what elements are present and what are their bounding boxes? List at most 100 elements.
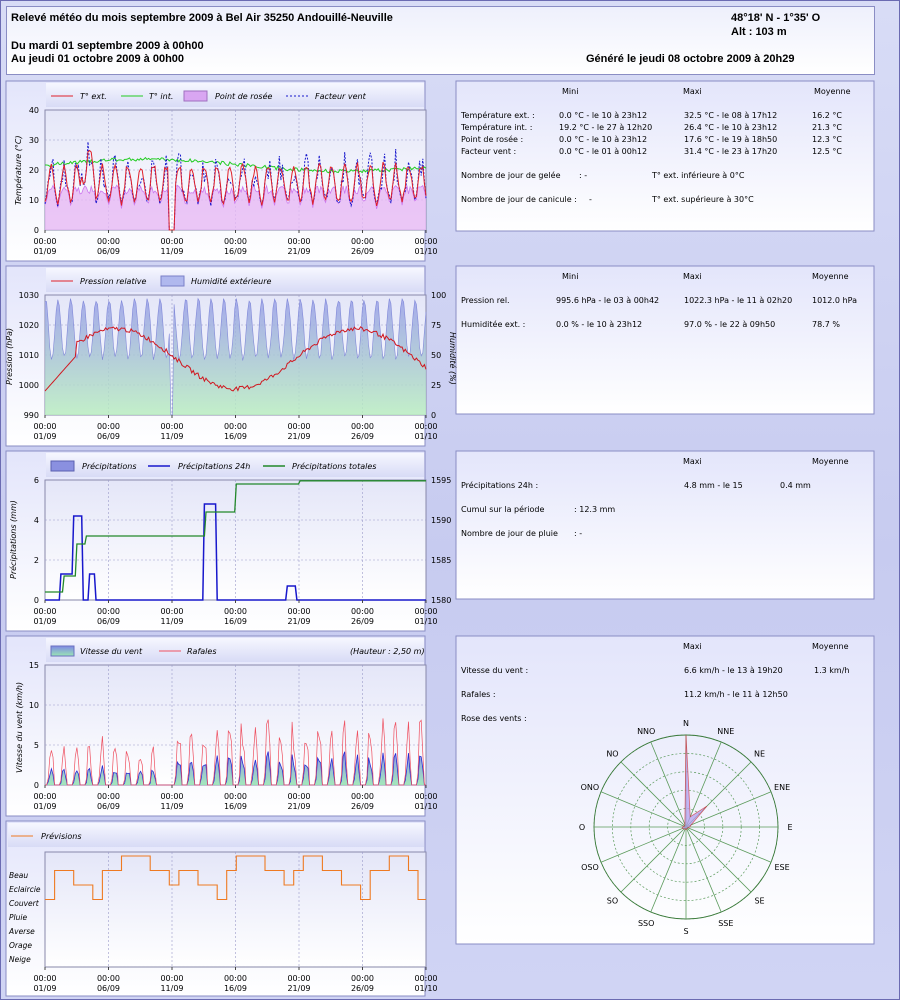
rose-spoke: [650, 826, 687, 913]
wind-y-axis-title: Vitesse du vent (km/h): [15, 682, 24, 773]
rose-direction-label: ESE: [774, 863, 789, 872]
rose-direction-label: SSO: [638, 919, 654, 928]
legend-rain-24h: Précipitations 24h: [178, 461, 250, 471]
rose-direction-label: OSO: [581, 863, 599, 872]
humidity-y-tick: 0: [431, 411, 436, 420]
pressure-line: [44, 326, 427, 392]
altitude: Alt : 103 m: [731, 26, 787, 38]
legend-rain-total: Précipitations totales: [292, 461, 376, 471]
wind-x-tick-date: 16/09: [224, 802, 247, 811]
rain-x-tick-date: 11/09: [160, 617, 183, 626]
temp-x-tick-date: 01/10: [414, 247, 437, 256]
rose-direction-label: O: [579, 823, 585, 832]
period-end: Au jeudi 01 octobre 2009 à 00h00: [11, 53, 185, 65]
rose-direction-label: E: [787, 823, 792, 832]
press-x-tick-time: 00:00: [33, 422, 56, 431]
fc-x-tick-date: 26/09: [351, 984, 374, 993]
temp-y-axis-title: Température (°C): [13, 135, 23, 205]
rose-spoke: [685, 791, 772, 828]
rain-x-tick-date: 26/09: [351, 617, 374, 626]
press-x-tick-date: 11/09: [160, 432, 183, 441]
wind-x-tick-time: 00:00: [224, 792, 247, 801]
rain-total-y-tick: 1580: [431, 596, 451, 605]
press-x-tick-date: 21/09: [287, 432, 310, 441]
wind-y-tick: 5: [34, 741, 39, 750]
pressure-y-tick: 990: [24, 411, 39, 420]
fc-x-tick-date: 01/10: [414, 984, 437, 993]
temp-y-tick: 30: [29, 136, 39, 145]
rain-y-tick: 4: [34, 516, 39, 525]
dew-point-label: Point de rosée :: [461, 135, 524, 144]
wind-x-tick-time: 00:00: [287, 792, 310, 801]
temp-x-tick-time: 00:00: [351, 237, 374, 246]
legend-temp-int: T° int.: [149, 92, 173, 101]
wind-speed-area: [45, 751, 426, 785]
rain-y-axis-title: Précipitations (mm): [8, 500, 18, 579]
rose-direction-label: SE: [754, 897, 764, 906]
press-x-tick-time: 00:00: [160, 422, 183, 431]
fc-x-tick-time: 00:00: [287, 974, 310, 983]
fc-x-tick-time: 00:00: [97, 974, 120, 983]
legend-wind-speed: Vitesse du vent: [80, 647, 143, 656]
rain-total-y-tick: 1590: [431, 516, 451, 525]
temp-x-tick-time: 00:00: [97, 237, 120, 246]
fc-x-tick-date: 21/09: [287, 984, 310, 993]
fc-x-tick-time: 00:00: [160, 974, 183, 983]
wind-x-tick-date: 06/09: [97, 802, 120, 811]
heatwave-days-label: Nombre de jour de canicule :: [461, 195, 577, 204]
wind-x-tick-date: 01/10: [414, 802, 437, 811]
rain-x-tick-date: 01/10: [414, 617, 437, 626]
rain-x-tick-time: 00:00: [33, 607, 56, 616]
rain-x-tick-time: 00:00: [351, 607, 374, 616]
legend-humidity: Humidité extérieure: [191, 276, 272, 286]
temp-x-tick-date: 26/09: [351, 247, 374, 256]
press-x-tick-date: 26/09: [351, 432, 374, 441]
rain-total-line: [45, 480, 426, 593]
forecast-level-label: Beau: [9, 871, 28, 880]
pressure-y-tick: 1000: [19, 381, 39, 390]
rain-x-tick-time: 00:00: [224, 607, 247, 616]
wind-x-tick-date: 26/09: [351, 802, 374, 811]
humidity-y-tick: 100: [431, 291, 446, 300]
fc-x-tick-date: 06/09: [97, 984, 120, 993]
rain-x-tick-date: 21/09: [287, 617, 310, 626]
fc-x-tick-date: 11/09: [160, 984, 183, 993]
humidity-y-tick: 50: [431, 351, 441, 360]
rain-x-tick-date: 01/09: [33, 617, 56, 626]
report-header: Relevé météo du mois septembre 2009 à Be…: [6, 6, 875, 75]
temp-ext-line: [44, 149, 427, 231]
period-start: Du mardi 01 septembre 2009 à 00h00: [11, 40, 204, 52]
press-x-tick-date: 01/10: [414, 432, 437, 441]
forecast-level-label: Pluie: [9, 913, 27, 922]
pressure-y-tick: 1010: [19, 351, 39, 360]
press-x-tick-time: 00:00: [97, 422, 120, 431]
press-x-tick-time: 00:00: [351, 422, 374, 431]
rose-spoke: [650, 741, 687, 828]
rose-spoke: [600, 826, 687, 863]
humidity-y-axis-title: Humidité (%): [448, 332, 458, 385]
forecast-level-label: Averse: [8, 927, 35, 936]
pressure-y-tick: 1030: [19, 291, 39, 300]
temp-int-line: [45, 156, 427, 174]
temp-x-tick-date: 11/09: [160, 247, 183, 256]
wind-rose: N NNE NE ENE E ESE SE SSE S SSO SO OSO O ONO NO NNO: [579, 719, 793, 936]
wind-x-tick-time: 00:00: [33, 792, 56, 801]
rain-x-tick-time: 00:00: [414, 607, 437, 616]
rose-spoke: [620, 826, 687, 893]
forecast-level-label: Neige: [9, 955, 31, 964]
legend-pressure: Pression relative: [80, 277, 147, 286]
temp-x-tick-time: 00:00: [160, 237, 183, 246]
generated-date: Généré le jeudi 08 octobre 2009 à 20h29: [586, 53, 795, 65]
pressure-y-tick: 1020: [19, 321, 39, 330]
temp-int-label: Température int. :: [461, 123, 533, 132]
wind-chill-label: Facteur vent :: [461, 147, 517, 156]
rain-total-y-tick: 1585: [431, 556, 451, 565]
fc-x-tick-time: 00:00: [33, 974, 56, 983]
rain-y-tick: 0: [34, 596, 39, 605]
wind-x-tick-date: 21/09: [287, 802, 310, 811]
rose-direction-label: NO: [606, 749, 618, 758]
fc-x-tick-time: 00:00: [351, 974, 374, 983]
coordinates: 48°18' N - 1°35' O: [731, 12, 821, 24]
report-title: Relevé météo du mois septembre 2009 à Be…: [11, 12, 393, 24]
